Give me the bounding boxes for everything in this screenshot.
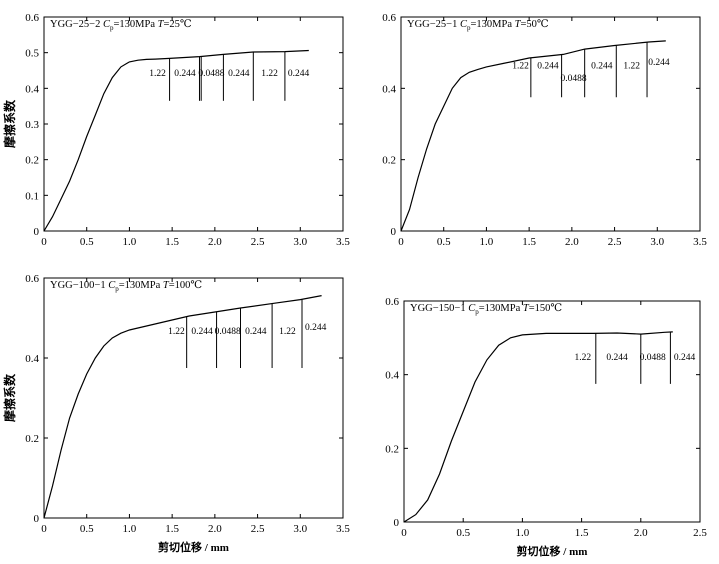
x-tick-label: 1.0: [123, 236, 137, 248]
x-tick-label: 1.5: [165, 236, 179, 248]
segment-label: 0.244: [537, 62, 559, 72]
x-tick-label: 2.5: [251, 523, 265, 535]
x-tick-label: 3.5: [693, 236, 707, 248]
x-tick-label: 0.5: [80, 523, 94, 535]
x-tick-label: 3.0: [650, 236, 664, 248]
x-tick-label: 3.0: [293, 236, 307, 248]
x-axis-label: 剪切位移 / mm: [517, 544, 588, 558]
y-tick-label: 0.3: [25, 119, 39, 131]
x-tick-label: 0: [398, 236, 404, 248]
x-tick-label: 0.5: [80, 236, 94, 248]
y-tick-label: 0.4: [385, 370, 399, 382]
segment-label: 1.22: [261, 69, 278, 79]
y-tick-label: 0.2: [25, 433, 39, 445]
segment-label: 1.22: [512, 62, 529, 72]
chart-panel-1: 0 0.5 1.0 1.5 2.0 2.5 3.0 3.5 0 0.1 0.2 0.3 0.4 0.5 0.…: [2, 12, 350, 248]
series-line: [403, 331, 673, 523]
y-tick-label: 0: [391, 226, 397, 238]
segment-label: 0.244: [648, 58, 670, 68]
y-tick-label: 0.4: [382, 83, 396, 95]
chart-panel-4: 0 0.5 1.0 1.5 2.0 2.5 0 0.2 0.4 0.6 YGG−150−1 Cp=1…: [385, 296, 707, 558]
segment-label: 1.22: [623, 62, 640, 72]
x-tick-label: 2.5: [608, 236, 622, 248]
segment-label: 1.22: [149, 69, 166, 79]
chart-panel-3: 0 0.5 1.0 1.5 2.0 2.5 3.0 3.5 0 0.2 0.4 0.6 YGG−100−…: [2, 273, 350, 554]
plot-frame: [403, 300, 701, 523]
y-tick-label: 0.2: [382, 155, 396, 167]
segment-label: 0.0488: [215, 327, 241, 337]
x-tick-label: 1.0: [123, 523, 137, 535]
segment-label: 0.244: [191, 327, 213, 337]
plot-frame: [43, 16, 344, 232]
x-tick-label: 1.0: [480, 236, 494, 248]
x-tick-label: 2.0: [634, 527, 648, 539]
y-tick-label: 0.6: [385, 296, 399, 308]
x-tick-label: 2.5: [693, 527, 707, 539]
segment-label: 1.22: [168, 327, 185, 337]
y-tick-label: 0.6: [25, 273, 39, 285]
y-tick-label: 0: [394, 517, 400, 529]
segment-label: 0.244: [591, 62, 613, 72]
x-tick-label: 0: [41, 236, 47, 248]
x-tick-label: 0: [401, 527, 407, 539]
chart-panel-2: 0 0.5 1.0 1.5 2.0 2.5 3.0 3.5 0 0.2 0.4 0.6 YGG−25−1…: [382, 12, 707, 248]
x-tick-label: 3.0: [293, 523, 307, 535]
segment-label: 0.0488: [198, 69, 224, 79]
plot-frame: [400, 16, 701, 232]
segment-label: 0.244: [174, 69, 196, 79]
y-axis-label: 摩擦系数: [2, 99, 17, 148]
x-tick-label: 0.5: [437, 236, 451, 248]
x-tick-label: 0: [41, 523, 47, 535]
plot-frame: [43, 277, 344, 519]
y-tick-label: 0.4: [25, 83, 39, 95]
y-tick-label: 0: [34, 513, 40, 525]
y-axis-label: 摩擦系数: [2, 373, 17, 422]
segment-label: 0.244: [228, 69, 250, 79]
segment-label: 0.0488: [640, 353, 666, 363]
y-tick-label: 0.4: [25, 353, 39, 365]
y-tick-label: 0.6: [25, 12, 39, 24]
segment-label: 0.244: [245, 327, 267, 337]
segment-label: 0.0488: [561, 74, 587, 84]
x-tick-label: 2.0: [208, 236, 222, 248]
y-tick-label: 0: [34, 226, 40, 238]
chart-title: YGG−100−1 Cp=130MPa T=100℃: [50, 280, 202, 293]
segment-label: 0.244: [288, 69, 310, 79]
segment-label: 0.244: [606, 353, 628, 363]
x-tick-label: 1.5: [165, 523, 179, 535]
x-tick-label: 2.0: [208, 523, 222, 535]
x-tick-label: 1.0: [516, 527, 530, 539]
chart-title: YGG−150−1 Cp=130MPa T=150℃: [410, 303, 562, 316]
series-line: [400, 40, 666, 232]
y-tick-label: 0.2: [25, 155, 39, 167]
x-tick-label: 0.5: [456, 527, 470, 539]
chart-title: YGG−25−1 Cp=130MPa T=50℃: [407, 19, 549, 32]
y-tick-label: 0.2: [385, 443, 399, 455]
x-tick-label: 2.5: [251, 236, 265, 248]
segment-label: 1.22: [574, 353, 591, 363]
y-tick-label: 0.1: [25, 190, 39, 202]
x-tick-label: 2.0: [565, 236, 579, 248]
series-line: [43, 49, 309, 232]
x-tick-label: 3.5: [336, 236, 350, 248]
x-tick-label: 3.5: [336, 523, 350, 535]
y-tick-label: 0.5: [25, 48, 39, 60]
x-tick-label: 1.5: [522, 236, 536, 248]
segment-label: 0.244: [305, 323, 327, 333]
y-tick-label: 0.6: [382, 12, 396, 24]
chart-title: YGG−25−2 Cp=130MPa T=25℃: [50, 19, 192, 32]
x-tick-label: 1.5: [575, 527, 589, 539]
x-axis-label: 剪切位移 / mm: [158, 540, 229, 554]
segment-label: 0.244: [674, 353, 696, 363]
segment-label: 1.22: [279, 327, 296, 337]
